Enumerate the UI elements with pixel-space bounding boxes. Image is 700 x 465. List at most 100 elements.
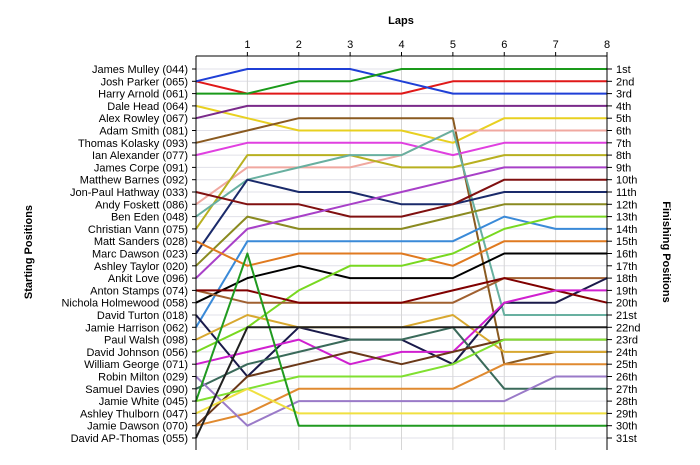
x-tick-label: 3 bbox=[347, 39, 353, 51]
starting-position-label: Samuel Davies (090) bbox=[85, 384, 188, 396]
finishing-position-label: 24th bbox=[616, 347, 637, 359]
starting-position-label: David Turton (018) bbox=[97, 310, 188, 322]
starting-position-label: Alex Rowley (067) bbox=[99, 113, 188, 125]
finishing-position-label: 10th bbox=[616, 175, 637, 187]
series-line-31 bbox=[195, 326, 607, 439]
x-tick-label: 6 bbox=[501, 39, 507, 51]
x-tick-label: 4 bbox=[398, 39, 404, 51]
series-line-18 bbox=[195, 215, 607, 353]
starting-position-label: Dale Head (064) bbox=[107, 101, 188, 113]
series-line-15 bbox=[195, 215, 607, 328]
finishing-position-label: 31st bbox=[616, 433, 637, 445]
starting-position-label: Harry Arnold (061) bbox=[98, 89, 188, 101]
finishing-position-label: 21st bbox=[616, 310, 637, 322]
starting-position-label: James Mulley (044) bbox=[92, 64, 188, 76]
finishing-position-label: 11th bbox=[616, 187, 637, 199]
series-line-10 bbox=[195, 129, 607, 316]
finishing-position-label: 9th bbox=[616, 162, 631, 174]
starting-position-label: Ben Eden (048) bbox=[111, 212, 188, 224]
starting-position-label: Nichola Holmewood (058) bbox=[61, 298, 188, 310]
starting-position-label: Matt Sanders (028) bbox=[94, 236, 188, 248]
starting-position-label: Christian Vann (075) bbox=[88, 224, 188, 236]
starting-position-label: William George (071) bbox=[84, 359, 188, 371]
finishing-position-label: 22nd bbox=[616, 322, 640, 334]
finishing-position-label: 15th bbox=[616, 236, 637, 248]
finishing-position-label: 27th bbox=[616, 384, 637, 396]
series-line-2 bbox=[195, 68, 607, 95]
series-line-12 bbox=[195, 178, 607, 218]
x-tick-label: 2 bbox=[296, 39, 302, 51]
finishing-position-label: 30th bbox=[616, 421, 637, 433]
finishing-position-label: 19th bbox=[616, 285, 637, 297]
series-line-26 bbox=[195, 338, 607, 403]
finishing-position-label: 16th bbox=[616, 249, 637, 261]
series-line-30 bbox=[195, 252, 607, 427]
axes bbox=[192, 52, 612, 450]
series-line-5 bbox=[195, 104, 607, 120]
series-line-6 bbox=[195, 117, 607, 366]
x-tick-label: 8 bbox=[604, 39, 610, 51]
x-tick-label: 7 bbox=[553, 39, 559, 51]
finishing-position-label: 2nd bbox=[616, 76, 634, 88]
finishing-position-label: 20th bbox=[616, 298, 637, 310]
starting-position-label: Jamie Dawson (070) bbox=[87, 421, 188, 433]
left-axis-title: Starting Positions bbox=[23, 205, 35, 299]
starting-position-label: Anton Stamps (074) bbox=[90, 285, 188, 297]
series-line-21 bbox=[196, 277, 608, 304]
finishing-position-label: 17th bbox=[616, 261, 637, 273]
finishing-position-label: 8th bbox=[616, 150, 631, 162]
starting-position-label: Matthew Barnes (092) bbox=[80, 175, 188, 187]
finishing-position-label: 26th bbox=[616, 372, 637, 384]
series-line-11 bbox=[195, 178, 607, 255]
finishing-position-label: 14th bbox=[616, 224, 637, 236]
finishing-position-label: 5th bbox=[616, 113, 631, 125]
series-line-4 bbox=[195, 104, 607, 144]
finishing-position-label: 23rd bbox=[616, 335, 638, 347]
starting-position-label: Josh Parker (065) bbox=[101, 76, 188, 88]
starting-position-label: Ashley Thulborn (047) bbox=[80, 408, 188, 420]
starting-position-label: Ashley Taylor (020) bbox=[94, 261, 188, 273]
series-line-24 bbox=[195, 326, 607, 390]
series-line-14 bbox=[195, 166, 607, 279]
starting-position-label: Jamie White (045) bbox=[99, 396, 188, 408]
series-line-16 bbox=[195, 240, 607, 267]
finishing-position-label: 25th bbox=[616, 359, 637, 371]
starting-position-label: David AP-Thomas (055) bbox=[71, 433, 188, 445]
starting-position-label: Ian Alexander (077) bbox=[92, 150, 188, 162]
starting-position-label: Jamie Harrison (062) bbox=[85, 322, 188, 334]
series-line-1 bbox=[195, 80, 607, 95]
series-line-23 bbox=[195, 289, 607, 366]
starting-position-label: Robin Milton (029) bbox=[98, 372, 188, 384]
finishing-position-label: 4th bbox=[616, 101, 631, 113]
series-line-27 bbox=[195, 363, 607, 427]
finishing-position-label: 3rd bbox=[616, 89, 632, 101]
starting-position-label: James Corpe (091) bbox=[94, 162, 188, 174]
series-line-29 bbox=[195, 387, 607, 415]
finishing-position-label: 7th bbox=[616, 138, 631, 150]
series-line-3 bbox=[196, 68, 607, 95]
right-axis-title: Finishing Positions bbox=[660, 201, 672, 302]
starting-position-label: Jon-Paul Hathway (033) bbox=[70, 187, 188, 199]
finishing-position-label: 29th bbox=[616, 408, 637, 420]
starting-position-label: Ankit Love (096) bbox=[108, 273, 188, 285]
finishing-position-label: 13th bbox=[616, 212, 637, 224]
finishing-position-label: 12th bbox=[616, 199, 637, 211]
starting-position-label: Adam Smith (081) bbox=[99, 126, 188, 138]
labels: 1 2 3 4 5 6 7 8 James Mulley (044)Josh Parker (0… bbox=[61, 39, 640, 445]
starting-position-label: Andy Foskett (086) bbox=[95, 199, 188, 211]
finishing-position-label: 18th bbox=[616, 273, 637, 285]
series-line-7 bbox=[195, 141, 607, 157]
series-line-13 bbox=[195, 203, 607, 267]
x-axis-title: Laps bbox=[388, 15, 414, 27]
x-tick-label: 5 bbox=[450, 39, 456, 51]
finishing-position-label: 28th bbox=[616, 396, 637, 408]
series-line-9 bbox=[195, 154, 607, 230]
series-line-17 bbox=[195, 252, 607, 304]
finishing-position-label: 6th bbox=[616, 126, 631, 138]
starting-position-label: Paul Walsh (098) bbox=[104, 335, 188, 347]
starting-position-label: David Johnson (056) bbox=[86, 347, 188, 359]
series-layer bbox=[195, 68, 608, 439]
starting-position-label: Thomas Kolasky (093) bbox=[78, 138, 188, 150]
series-line-28 bbox=[195, 375, 607, 427]
